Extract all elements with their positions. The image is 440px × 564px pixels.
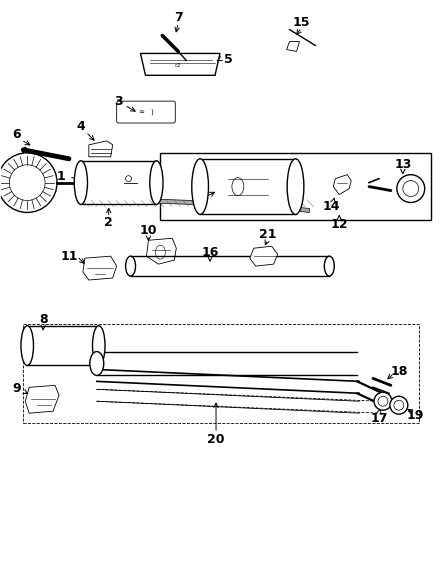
Text: 12: 12 [330,218,348,231]
Polygon shape [81,196,309,213]
Text: 13: 13 [191,194,209,207]
Ellipse shape [192,159,209,214]
Text: 3: 3 [114,95,123,108]
Circle shape [397,175,425,202]
Text: 15: 15 [293,16,310,29]
Polygon shape [140,54,220,76]
Text: 14: 14 [323,200,340,213]
Text: 2: 2 [104,216,113,229]
Circle shape [390,396,408,414]
Text: 20: 20 [207,433,225,446]
Text: c2: c2 [175,63,182,68]
Ellipse shape [90,351,104,376]
Ellipse shape [125,256,136,276]
Polygon shape [333,175,351,195]
Text: 1: 1 [57,170,66,183]
Text: 10: 10 [140,224,157,237]
Text: 9: 9 [12,382,21,395]
Polygon shape [250,246,278,266]
Polygon shape [83,256,117,280]
Polygon shape [89,141,113,157]
Ellipse shape [74,161,88,205]
Text: $\approx$  ): $\approx$ ) [137,107,154,117]
Bar [200,159,296,214]
Ellipse shape [21,326,33,365]
Polygon shape [25,385,59,413]
Circle shape [0,153,57,213]
Ellipse shape [150,161,163,205]
Polygon shape [286,42,300,51]
Circle shape [374,393,392,410]
FancyBboxPatch shape [117,101,175,123]
Text: 18: 18 [390,365,407,378]
Text: 19: 19 [406,409,423,422]
Text: 7: 7 [174,11,183,24]
Bar [81,161,156,205]
Text: 17: 17 [370,412,388,425]
Text: 6: 6 [12,129,21,142]
Text: 5: 5 [224,53,232,66]
Text: 8: 8 [39,313,48,326]
Text: 11: 11 [60,250,78,263]
Text: 4: 4 [77,121,85,134]
Text: 16: 16 [202,246,219,259]
Ellipse shape [324,256,334,276]
Polygon shape [160,153,431,221]
Polygon shape [147,238,176,264]
Ellipse shape [92,326,105,365]
Text: 13: 13 [394,158,411,171]
Ellipse shape [287,159,304,214]
Text: 21: 21 [259,228,276,241]
Bar [27,326,99,365]
